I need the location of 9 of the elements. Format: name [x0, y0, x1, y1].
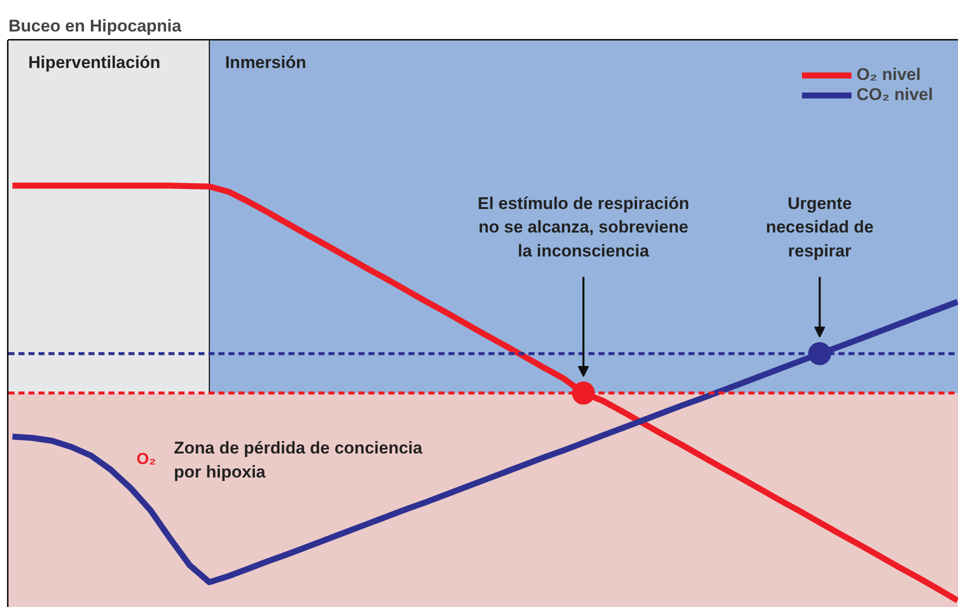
- legend-label: O₂ nivel: [856, 65, 921, 85]
- text: Hiperventilación: [28, 52, 160, 72]
- legend-label: CO₂ nivel: [856, 85, 933, 105]
- annotation: Urgente necesidad de respirar: [766, 194, 874, 260]
- chart-title: Buceo en Hipocapnia: [8, 16, 182, 36]
- text: Inmersión: [225, 52, 306, 72]
- annotation: El estímulo de respiración no se alcanza, sobreviene la inconsciencia: [478, 194, 690, 260]
- annotation: O₂: [136, 450, 156, 468]
- band-label: Zona de pérdida de conciencia por hipoxia: [174, 438, 423, 482]
